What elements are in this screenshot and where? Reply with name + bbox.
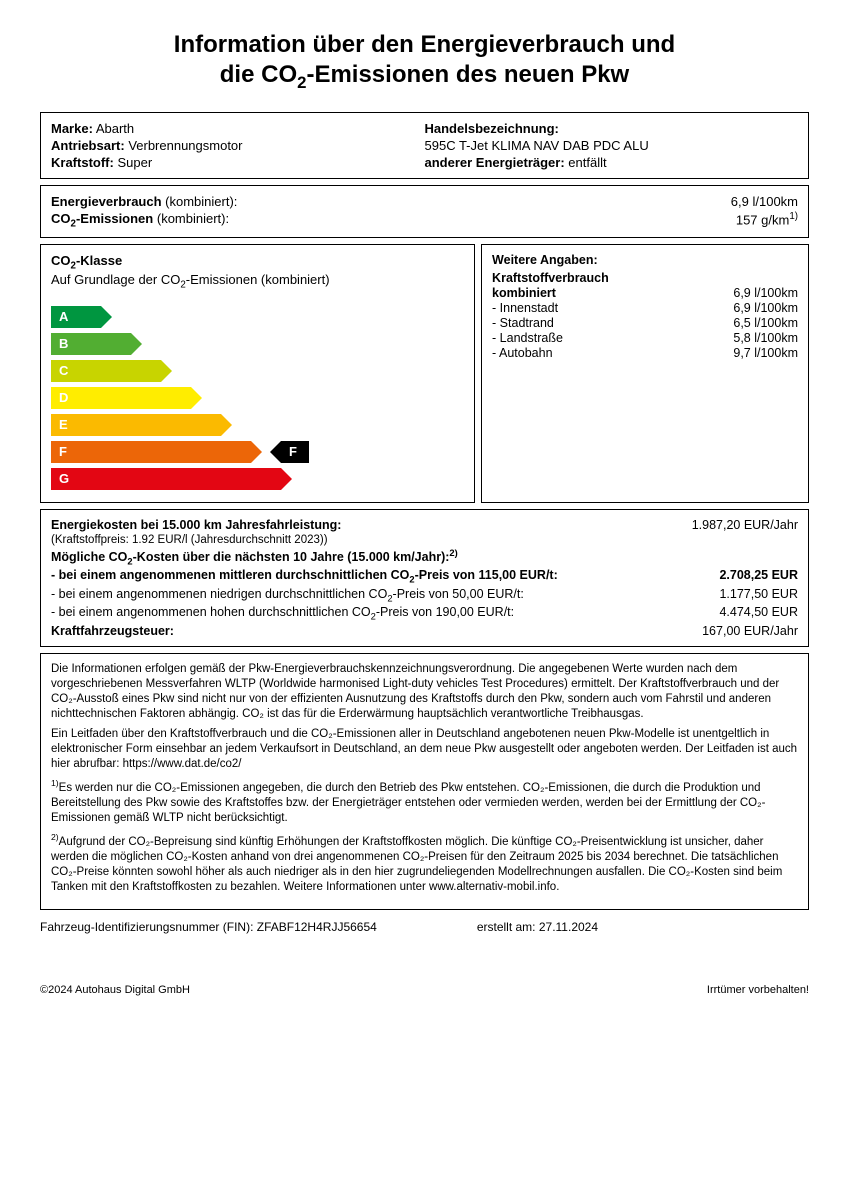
footer-right: Irrtümer vorbehalten! — [707, 984, 809, 996]
tax-label: Kraftfahrzeugsteuer: — [51, 624, 174, 638]
drive-label: Antriebsart: — [51, 138, 125, 153]
cost-co2-post: -Kosten über die nächsten 10 Jahre (15.0… — [133, 550, 450, 564]
fin-label: Fahrzeug-Identifizierungsnummer (FIN): — [40, 920, 253, 934]
page-title: Information über den Energieverbrauch un… — [40, 30, 809, 94]
trade-value: 595C T-Jet KLIMA NAV DAB PDC ALU — [425, 138, 649, 153]
cost-co2-foot: 2) — [449, 548, 457, 558]
efficiency-bar-g: G — [51, 467, 464, 491]
cost-low-pre: - bei einem angenommenen niedrigen durch… — [51, 587, 387, 601]
legal-p2: Ein Leitfaden über den Kraftstoffverbrau… — [51, 727, 798, 772]
efficiency-bar-a: A — [51, 305, 464, 329]
cost-mid-pre: - bei einem angenommenen mittleren durch… — [51, 568, 409, 582]
other-label: anderer Energieträger: — [425, 155, 565, 170]
footer-meta: Fahrzeug-Identifizierungsnummer (FIN): Z… — [40, 920, 809, 934]
cost-energy-sub: (Kraftstoffpreis: 1.92 EUR/l (Jahresdurc… — [51, 534, 798, 546]
energy-value: 6,9 l/100km — [731, 194, 798, 209]
co2class-sub-pre: Auf Grundlage der CO — [51, 272, 180, 287]
page-footer: ©2024 Autohaus Digital GmbH Irrtümer vor… — [40, 984, 809, 996]
co2-label-post: -Emissionen — [76, 211, 153, 226]
costs-box: Energiekosten bei 15.000 km Jahresfahrle… — [40, 509, 809, 647]
cost-high-value: 4.474,50 EUR — [719, 605, 798, 622]
detail-row: - Innenstadt6,9 l/100km — [492, 301, 798, 315]
cost-low-post: -Preis von 50,00 EUR/t: — [393, 587, 524, 601]
cost-mid-post: -Preis von 115,00 EUR/t: — [415, 568, 558, 582]
co2-class-box: CO2-Klasse Auf Grundlage der CO2-Emissio… — [40, 244, 475, 502]
footer-left: ©2024 Autohaus Digital GmbH — [40, 984, 190, 996]
efficiency-bar-d: D — [51, 386, 464, 410]
legal-p4: Aufgrund der CO₂-Bepreisung sind künftig… — [51, 836, 782, 893]
tax-value: 167,00 EUR/Jahr — [702, 624, 798, 638]
detail-rows: kombiniert6,9 l/100km- Innenstadt6,9 l/1… — [492, 286, 798, 360]
legal-p4-pre: 2) — [51, 832, 59, 842]
efficiency-bar-f: FF — [51, 440, 464, 464]
brand-label: Marke: — [51, 121, 93, 136]
co2-footnote: 1) — [789, 211, 798, 222]
details-box: Weitere Angaben: Kraftstoffverbrauch kom… — [481, 244, 809, 502]
energy-label: Energieverbrauch — [51, 194, 162, 209]
detail-row: - Landstraße5,8 l/100km — [492, 331, 798, 345]
consumption-box: Energieverbrauch (kombiniert): 6,9 l/100… — [40, 185, 809, 239]
other-value: entfällt — [568, 155, 606, 170]
legal-p3-pre: 1) — [51, 778, 59, 788]
fuel-label: Kraftstoff: — [51, 155, 114, 170]
fin-value: ZFABF12H4RJJ56654 — [257, 920, 377, 934]
co2class-sub-post: -Emissionen (kombiniert) — [186, 272, 330, 287]
cost-energy-label: Energiekosten bei 15.000 km Jahresfahrle… — [51, 518, 341, 532]
details-subheading: Kraftstoffverbrauch — [492, 271, 798, 285]
legal-p3: Es werden nur die CO₂-Emissionen angegeb… — [51, 782, 765, 824]
cost-mid-value: 2.708,25 EUR — [719, 568, 798, 585]
fuel-value: Super — [117, 155, 152, 170]
legal-box: Die Informationen erfolgen gemäß der Pkw… — [40, 653, 809, 910]
efficiency-bar-b: B — [51, 332, 464, 356]
drive-value: Verbrennungsmotor — [128, 138, 242, 153]
co2-label-pre: CO — [51, 211, 71, 226]
co2-value: 157 g/km — [736, 212, 789, 227]
date-label: erstellt am: — [477, 920, 536, 934]
co2class-title-pre: CO — [51, 253, 71, 268]
detail-row: kombiniert6,9 l/100km — [492, 286, 798, 300]
detail-row: - Autobahn9,7 l/100km — [492, 346, 798, 360]
co2-class-section: CO2-Klasse Auf Grundlage der CO2-Emissio… — [40, 244, 809, 502]
efficiency-bar-e: E — [51, 413, 464, 437]
efficiency-bar-c: C — [51, 359, 464, 383]
trade-label: Handelsbezeichnung: — [425, 121, 559, 136]
cost-energy-value: 1.987,20 EUR/Jahr — [692, 518, 798, 532]
energy-suffix: (kombiniert): — [165, 194, 237, 209]
details-heading: Weitere Angaben: — [492, 253, 798, 267]
co2class-title-post: -Klasse — [76, 253, 122, 268]
vehicle-info-box: Marke: Abarth Antriebsart: Verbrennungsm… — [40, 112, 809, 179]
efficiency-indicator: F — [281, 441, 309, 463]
cost-high-post: -Preis von 190,00 EUR/t: — [376, 605, 514, 619]
brand-value: Abarth — [96, 121, 134, 136]
title-line2-pre: die CO — [220, 61, 297, 88]
cost-low-value: 1.177,50 EUR — [719, 587, 798, 604]
detail-row: - Stadtrand6,5 l/100km — [492, 316, 798, 330]
cost-co2-pre: Mögliche CO — [51, 550, 127, 564]
title-line2-post: -Emissionen des neuen Pkw — [306, 61, 629, 88]
co2-suffix: (kombiniert): — [157, 211, 229, 226]
date-value: 27.11.2024 — [539, 920, 598, 934]
legal-p1: Die Informationen erfolgen gemäß der Pkw… — [51, 662, 798, 722]
title-line1: Information über den Energieverbrauch un… — [174, 31, 675, 58]
efficiency-arrows: ABCDE FF G — [51, 305, 464, 491]
cost-high-pre: - bei einem angenommenen hohen durchschn… — [51, 605, 371, 619]
